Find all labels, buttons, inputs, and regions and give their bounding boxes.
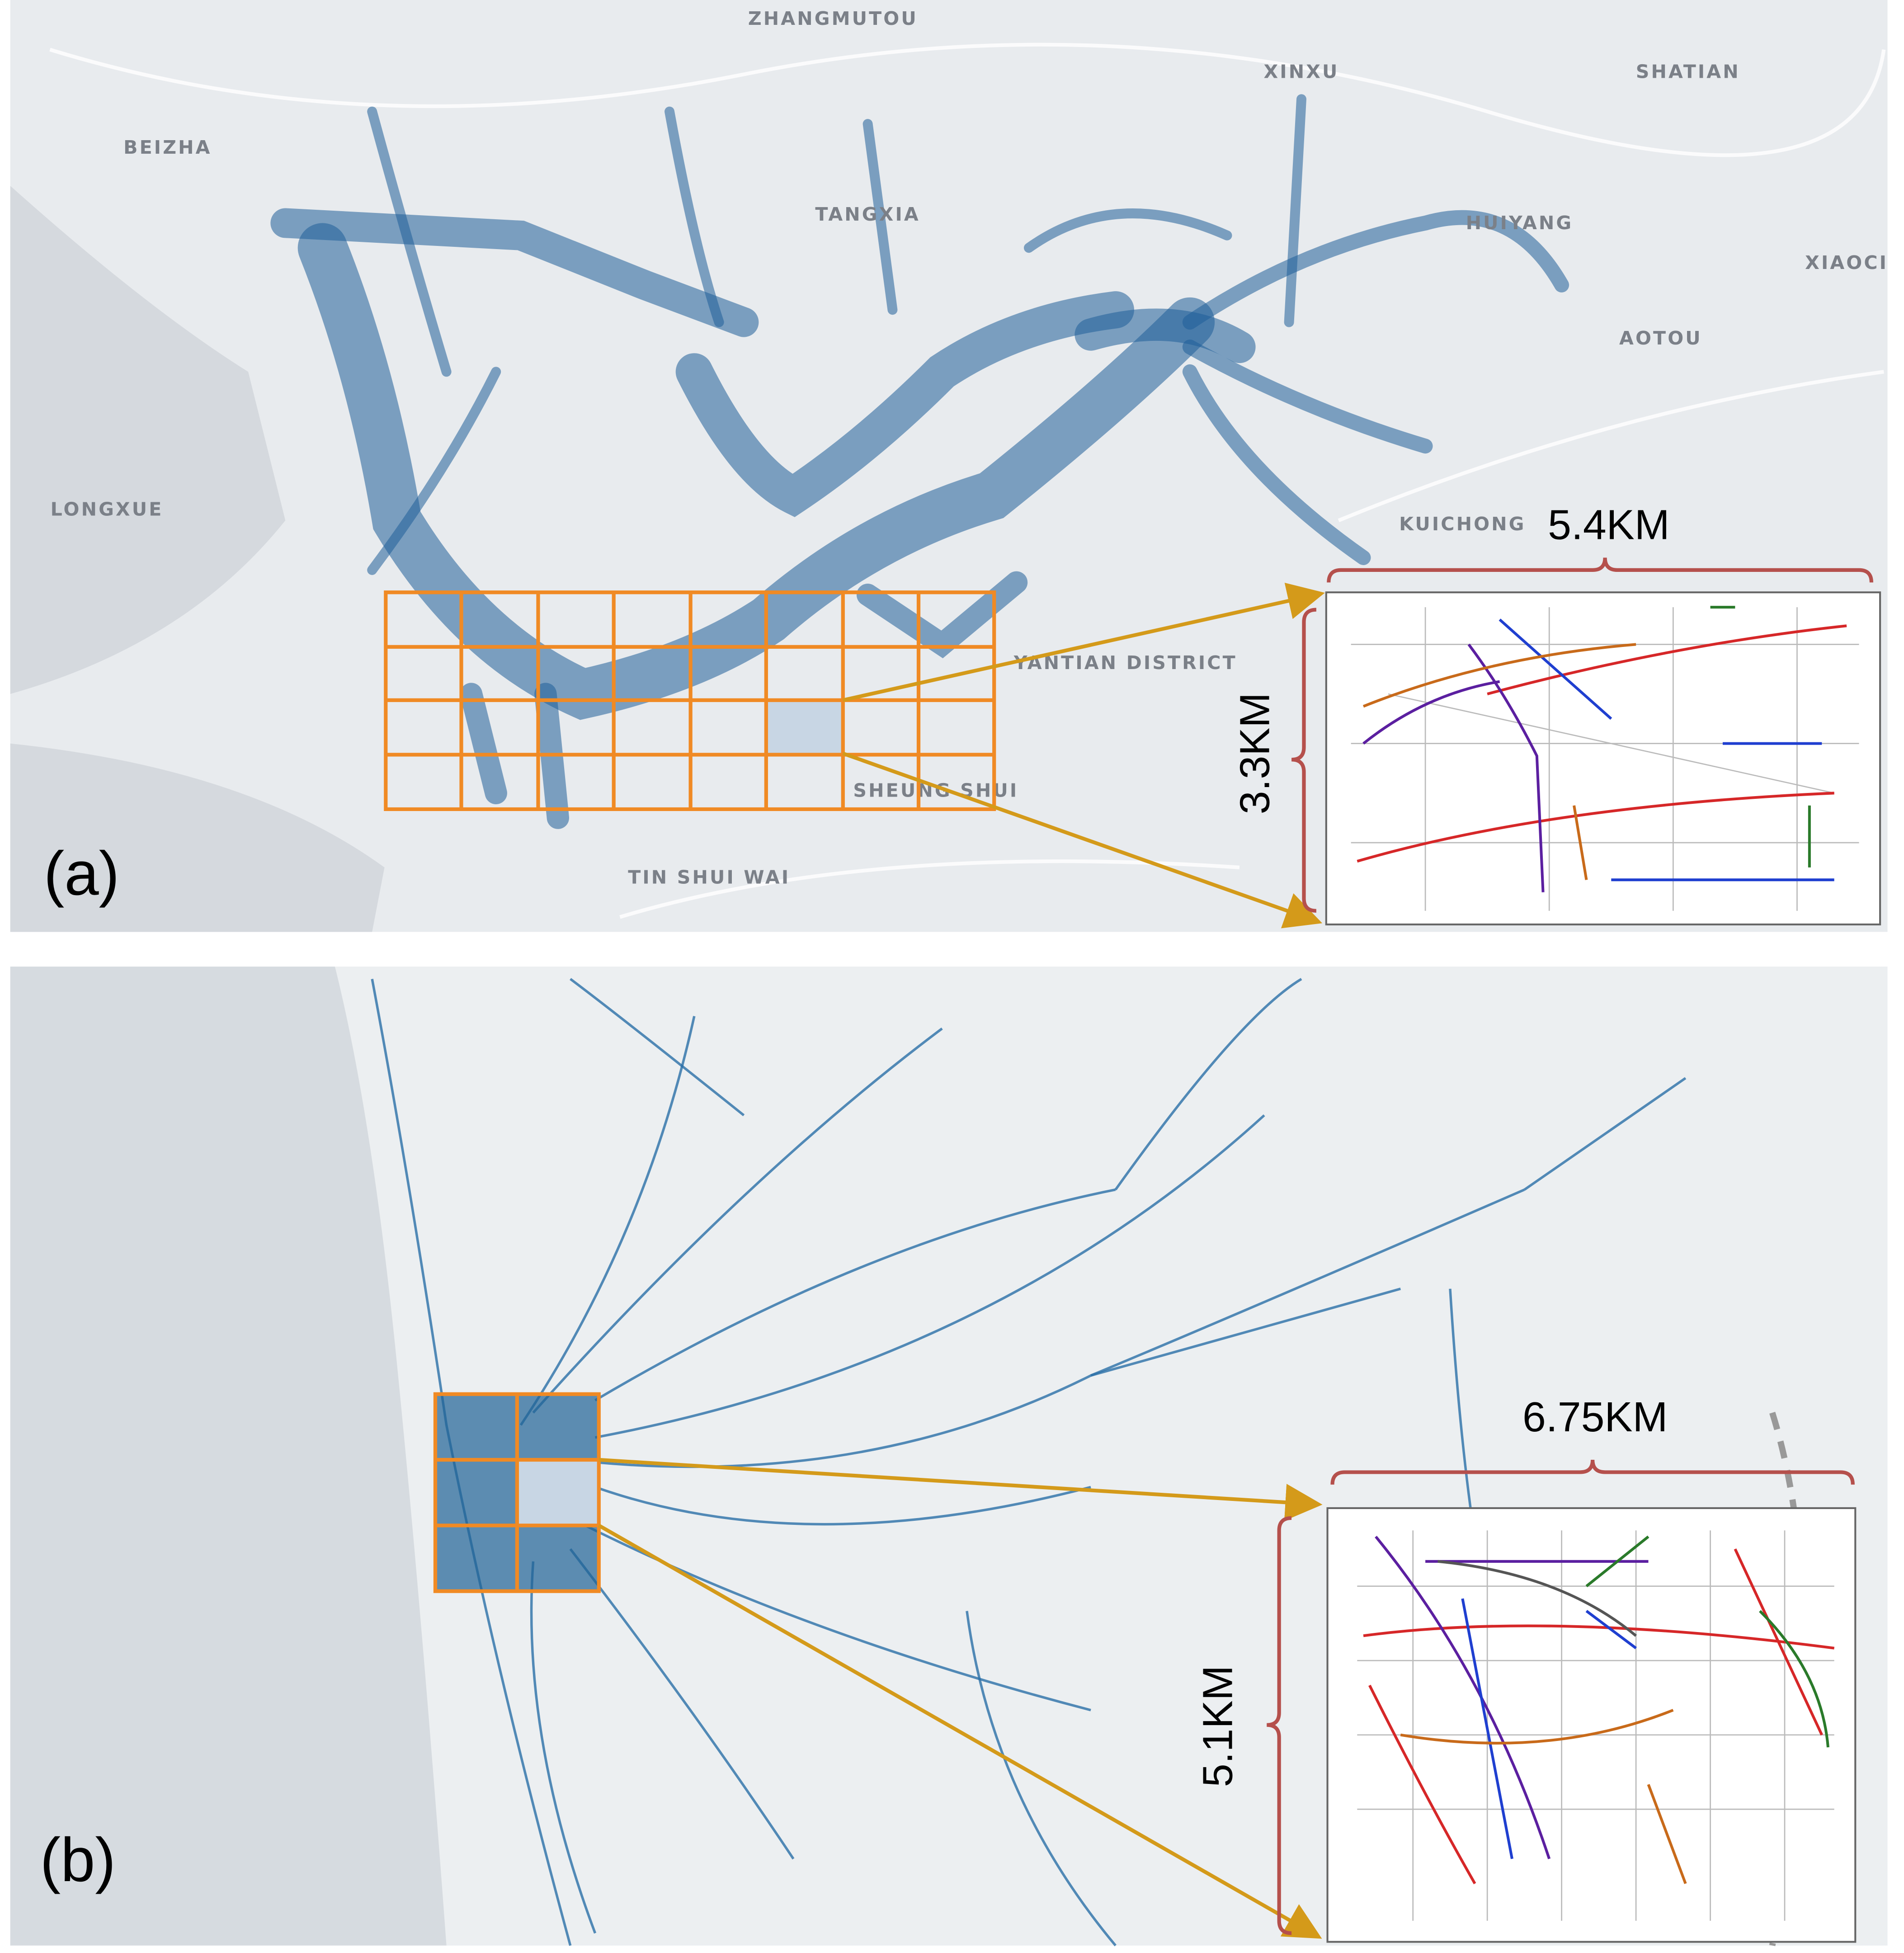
height-brace — [1291, 608, 1317, 913]
inset-routes — [1351, 606, 1859, 911]
place-labels: ZHANGMUTOU XINXU SHATIAN BEIZHA TANGXIA … — [51, 8, 1888, 888]
zoom-arrow — [842, 751, 1323, 929]
zoom-arrow — [842, 582, 1325, 702]
height-brace — [1267, 1516, 1292, 1935]
selected-cell — [767, 700, 843, 754]
place-name: BEIZHA — [123, 137, 212, 158]
selected-cell — [517, 1460, 599, 1526]
heatmap — [270, 94, 1569, 829]
panel-a: ZHANGMUTOU XINXU SHATIAN BEIZHA TANGXIA … — [10, 0, 1888, 932]
place-name: HUIYANG — [1466, 212, 1574, 234]
grid-overlay — [384, 590, 996, 811]
inset-map — [1326, 1507, 1857, 1943]
water — [10, 743, 385, 932]
panel-label: (b) — [40, 1826, 116, 1895]
place-name: KUICHONG — [1399, 513, 1526, 535]
zoom-arrow — [599, 1458, 1323, 1521]
height-label: 5.1KM — [1194, 1665, 1241, 1787]
place-name: XIAOCI — [1805, 252, 1888, 274]
place-name: ZHANGMUTOU — [748, 8, 918, 29]
width-label: 6.75KM — [1522, 1393, 1668, 1440]
place-name: TIN SHUI WAI — [628, 866, 790, 888]
panel-b: 6.75KM 5.1KM (b) — [10, 967, 1888, 1947]
place-name: SHATIAN — [1636, 61, 1740, 83]
height-label: 3.3KM — [1231, 693, 1278, 814]
boundary — [1769, 1411, 1806, 1946]
place-name: XINXU — [1263, 61, 1339, 83]
water — [10, 967, 447, 1946]
width-brace — [1330, 1459, 1855, 1485]
zoom-arrow — [598, 1524, 1322, 1939]
place-name: TANGXIA — [815, 203, 920, 225]
width-brace — [1327, 557, 1874, 583]
inset-routes — [1357, 1530, 1835, 1921]
water — [10, 186, 286, 694]
place-name: LONGXUE — [51, 498, 164, 520]
grid-overlay — [433, 1392, 601, 1593]
width-label: 5.4KM — [1548, 501, 1669, 548]
place-name: AOTOU — [1619, 327, 1702, 349]
place-name: SHEUNG SHUI — [853, 780, 1018, 802]
panel-label: (a) — [44, 839, 120, 908]
